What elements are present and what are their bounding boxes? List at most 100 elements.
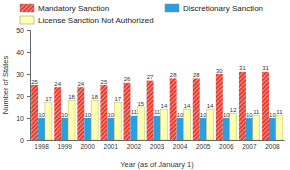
data-label: 28 [170, 72, 177, 78]
bar [147, 81, 154, 140]
legend-label: License Sanction Not Authorized [38, 16, 154, 25]
tick-label: 20 [16, 93, 24, 100]
tick: 2005 [196, 140, 211, 150]
tick: 2002 [127, 140, 142, 150]
legend-item: Mandatory Sanction [20, 4, 109, 13]
data-label: 25 [31, 79, 38, 85]
data-label: 18 [91, 94, 98, 100]
bar [100, 85, 107, 140]
tick-label: 2007 [242, 143, 257, 150]
tick-label: 2008 [265, 143, 280, 150]
data-label: 11 [131, 109, 138, 115]
tick-mark [27, 30, 30, 31]
tick: 30 [16, 71, 30, 78]
data-label: 11 [276, 109, 283, 115]
data-label: 31 [262, 65, 269, 71]
bars [31, 72, 283, 140]
tick: 2000 [80, 140, 95, 150]
bar [31, 85, 38, 140]
tick: 20 [16, 93, 30, 100]
bar [130, 116, 137, 140]
data-labels: 2524242526272828303131101010101111101010… [31, 65, 283, 117]
data-label: 18 [68, 94, 75, 100]
bar [276, 116, 283, 140]
chart: 2524242526272828303131101010101111101010… [0, 0, 290, 170]
tick-label: 2004 [173, 143, 188, 150]
tick-label: 2000 [80, 143, 95, 150]
tick-label: 40 [16, 49, 24, 56]
tick: 2004 [173, 140, 188, 150]
tick: 40 [16, 49, 30, 56]
tick-label: 0 [20, 137, 24, 144]
data-label: 10 [200, 112, 207, 118]
legend-swatch [165, 4, 179, 12]
tick-label: 2005 [196, 143, 211, 150]
data-label: 10 [107, 112, 114, 118]
legend-label: Discretionary Sanction [183, 4, 263, 13]
tick: 2001 [104, 140, 119, 150]
bar [45, 103, 52, 140]
tick-label: 2003 [150, 143, 165, 150]
tick-label: 2006 [219, 143, 234, 150]
tick-mark [27, 74, 30, 75]
bar [239, 72, 246, 140]
bar [160, 109, 167, 140]
tick-mark [27, 140, 30, 141]
tick-label: 30 [16, 71, 24, 78]
bar [230, 114, 237, 140]
tick: 2008 [265, 140, 280, 150]
bar [38, 118, 45, 140]
data-label: 17 [114, 96, 121, 102]
bar [253, 116, 260, 140]
axis-line [31, 140, 285, 141]
bar [68, 100, 75, 140]
tick-label: 2001 [104, 143, 119, 150]
bar [84, 118, 91, 140]
data-label: 10 [38, 112, 45, 118]
tick-label: 1998 [34, 143, 49, 150]
tick: 10 [16, 115, 30, 122]
tick-label: 2002 [127, 143, 142, 150]
y-axis: 0 10 20 30 40 50 [16, 27, 30, 144]
tick-mark [27, 52, 30, 53]
bar [200, 118, 207, 140]
bar [216, 74, 223, 140]
tick: 2006 [219, 140, 234, 150]
x-axis-title: Year (as of January 1) [120, 160, 194, 169]
bar [54, 87, 61, 140]
data-label: 14 [184, 103, 191, 109]
data-label: 14 [161, 103, 168, 109]
tick-label: 10 [16, 115, 24, 122]
data-label: 31 [239, 65, 246, 71]
legend-item: License Sanction Not Authorized [20, 16, 154, 25]
tick: 1998 [34, 140, 49, 150]
tick-mark [27, 96, 30, 97]
tick: 2003 [150, 140, 165, 150]
bar [193, 78, 200, 140]
tick-mark [27, 118, 30, 119]
bar [91, 100, 98, 140]
legend-label: Mandatory Sanction [38, 4, 109, 13]
data-label: 24 [77, 81, 84, 87]
data-label: 11 [253, 109, 260, 115]
bar [177, 118, 184, 140]
axis-line [27, 31, 31, 141]
bar [184, 109, 191, 140]
data-label: 10 [177, 112, 184, 118]
bar [207, 109, 214, 140]
data-label: 17 [45, 96, 52, 102]
data-label: 12 [230, 107, 237, 113]
bar [170, 78, 177, 140]
tick: 2007 [242, 140, 257, 150]
legend-item: Discretionary Sanction [165, 4, 263, 13]
data-label: 11 [154, 109, 161, 115]
tick: 50 [16, 27, 30, 34]
data-label: 27 [147, 74, 154, 80]
x-axis: 1998199920002001200220032004200520062007… [31, 140, 285, 150]
bar [269, 118, 276, 140]
data-label: 25 [101, 79, 108, 85]
data-label: 28 [193, 72, 200, 78]
tick: 0 [20, 137, 30, 144]
data-label: 30 [216, 68, 223, 74]
data-label: 24 [54, 81, 61, 87]
